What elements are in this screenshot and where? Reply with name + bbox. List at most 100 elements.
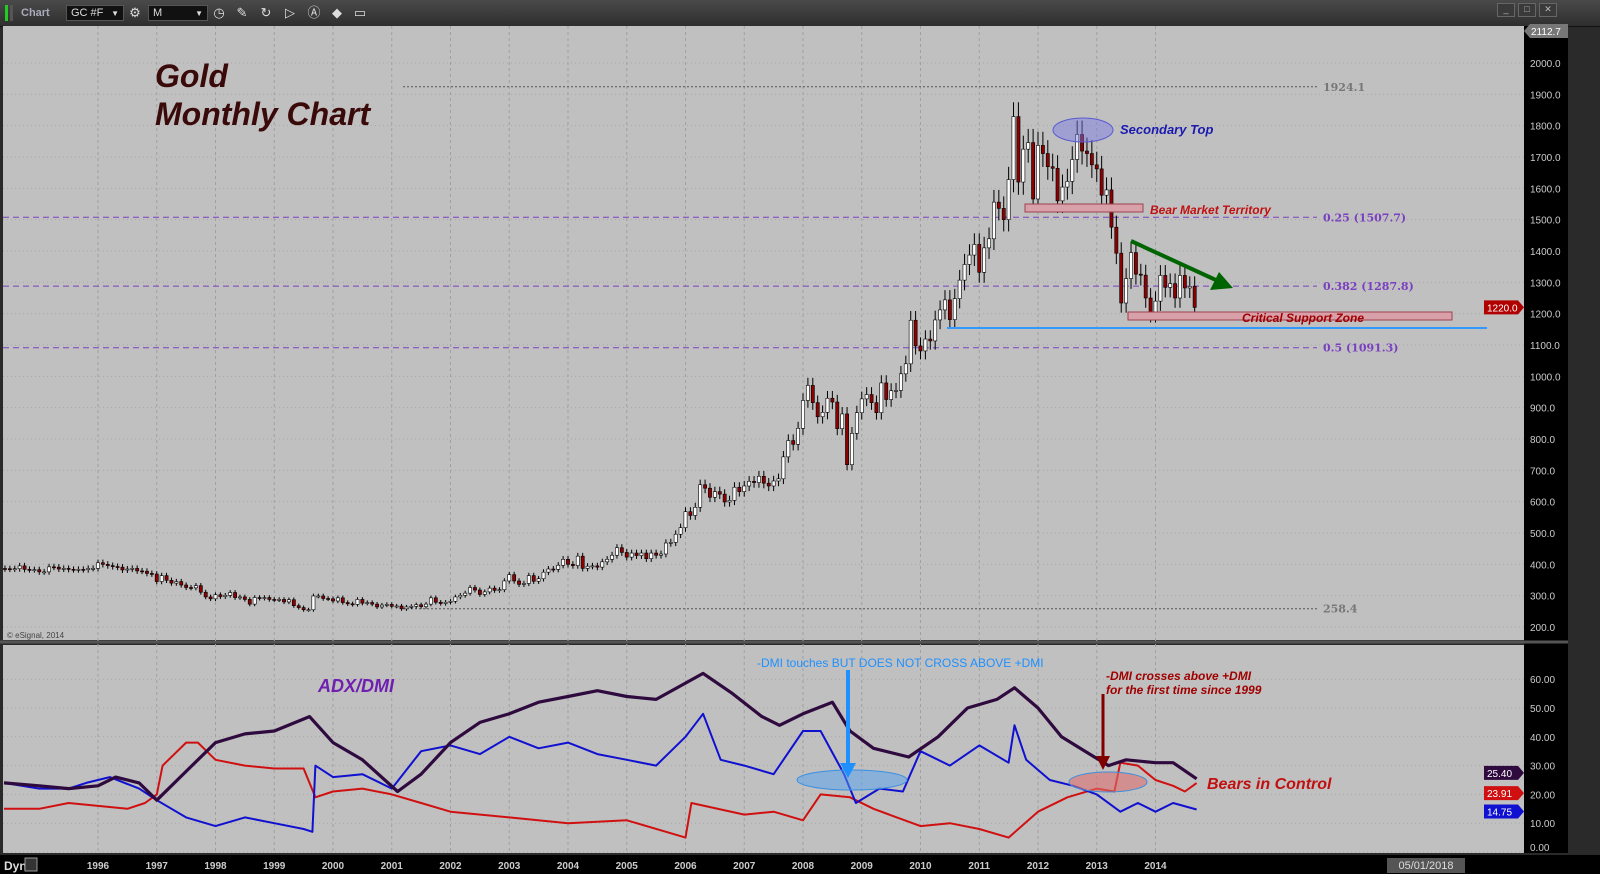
candle — [1080, 120, 1084, 165]
dyn-mode-label[interactable]: Dyn — [4, 859, 27, 873]
level-label: 0.25 (1507.7) — [1323, 211, 1406, 224]
clock-icon[interactable]: ◷ — [213, 5, 225, 20]
plus-dmi-last-value-marker — [1484, 804, 1524, 819]
candle-body-down — [247, 599, 252, 605]
candle-body-down — [257, 597, 262, 599]
candle-body-up — [277, 599, 282, 601]
candle — [737, 482, 742, 497]
price-tick-label: 1800.0 — [1530, 122, 1561, 133]
symbol-input[interactable]: GC #F ▼ — [66, 5, 124, 21]
candle-body-up — [678, 527, 683, 535]
price-pane[interactable] — [3, 26, 1524, 640]
candle — [492, 585, 497, 593]
candle — [820, 405, 825, 424]
indicator-title: ADX/DMI — [317, 676, 395, 696]
candle-body-down — [1040, 145, 1045, 154]
candle — [810, 377, 815, 410]
play-icon[interactable]: ▷ — [285, 5, 295, 20]
candle — [86, 565, 91, 573]
candle — [17, 562, 22, 572]
candle-body-up — [556, 564, 561, 570]
candle-body-down — [1143, 274, 1148, 299]
candle — [1065, 168, 1070, 200]
candle — [482, 589, 487, 597]
candle-body-down — [419, 604, 424, 607]
close-button[interactable]: ✕ — [1539, 3, 1557, 17]
candle-body-down — [37, 569, 42, 573]
candle-body-up — [463, 592, 468, 596]
candle — [522, 580, 526, 588]
candle-body-up — [923, 338, 928, 352]
candle-body-down — [1138, 273, 1143, 276]
candle-body-down — [884, 382, 889, 400]
candle — [164, 572, 169, 584]
candle — [169, 577, 174, 586]
candle-body-up — [213, 594, 218, 600]
candle-body-up — [384, 604, 389, 606]
settings-gear-icon[interactable]: ⚙ — [129, 5, 141, 20]
minimize-button[interactable]: _ — [1497, 3, 1515, 17]
candle-body-up — [962, 264, 967, 281]
year-tick-label: 2007 — [733, 861, 756, 872]
candle — [761, 470, 766, 489]
candle-body-down — [233, 592, 237, 598]
candle-body-up — [194, 585, 198, 589]
candle-body-up — [732, 486, 737, 501]
x-axis-panel[interactable] — [0, 855, 1600, 874]
candle-body-up — [957, 279, 962, 299]
candle — [732, 482, 737, 506]
dmi-cross-label-1: -DMI crosses above +DMI — [1106, 669, 1252, 683]
secondary-top-ellipse — [1052, 117, 1114, 143]
refresh-icon[interactable]: ↻ — [260, 5, 272, 20]
pencil-icon[interactable]: ✎ — [236, 5, 248, 20]
y-axis-panel[interactable] — [1524, 26, 1568, 853]
year-tick-label: 2008 — [792, 861, 815, 872]
year-tick-label: 2012 — [1027, 861, 1050, 872]
candle-body-down — [340, 597, 345, 603]
price-tick-label: 600.0 — [1530, 498, 1555, 509]
candle-body-up — [32, 569, 37, 571]
candle — [1182, 265, 1187, 299]
alert-icon[interactable]: Ⓐ — [307, 5, 321, 20]
candle — [306, 607, 311, 612]
candle — [972, 233, 977, 266]
comment-icon[interactable]: ▭ — [353, 5, 367, 20]
interval-select[interactable]: M ▼ — [148, 5, 208, 21]
candle-body-up — [306, 609, 311, 612]
candle-body-down — [154, 573, 159, 582]
chart-status-icon-2 — [10, 5, 13, 21]
candle — [47, 563, 51, 575]
candle-body-up — [1021, 148, 1026, 183]
candle — [1173, 273, 1177, 308]
candle — [1021, 135, 1026, 195]
candle-body-up — [541, 571, 546, 580]
candle — [389, 602, 394, 609]
eraser-icon[interactable]: ◆ — [332, 5, 342, 20]
candle-body-up — [1036, 145, 1040, 200]
candle — [894, 382, 898, 399]
candle-body-down — [580, 555, 585, 569]
price-tick-label: 1700.0 — [1530, 153, 1561, 164]
year-tick-label: 2013 — [1086, 861, 1109, 872]
maximize-button[interactable]: □ — [1518, 3, 1536, 17]
candle-body-up — [91, 568, 96, 570]
candle — [776, 473, 781, 487]
candle-body-down — [218, 594, 223, 597]
lock-icon[interactable] — [24, 857, 38, 872]
year-tick-label: 2014 — [1144, 861, 1167, 872]
candle — [967, 244, 972, 276]
candle — [546, 566, 551, 576]
candle-body-up — [742, 485, 747, 492]
candle — [796, 421, 801, 451]
candle-body-up — [796, 428, 801, 445]
candle — [1138, 263, 1143, 286]
candle — [71, 566, 76, 573]
candle — [370, 600, 375, 607]
candle-body-up — [615, 547, 619, 556]
candle-body-up — [238, 596, 242, 599]
candle-body-down — [1094, 164, 1099, 170]
candle — [1055, 155, 1060, 214]
candle — [903, 355, 908, 382]
candle — [752, 476, 756, 488]
